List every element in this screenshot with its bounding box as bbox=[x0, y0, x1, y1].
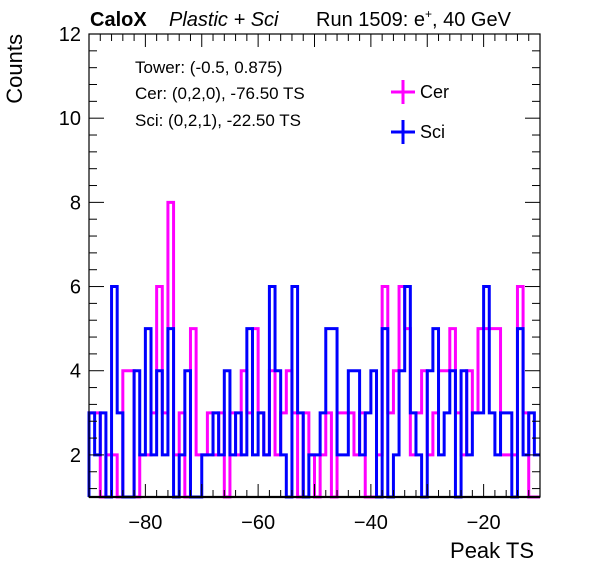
y-tick-label: 4 bbox=[70, 361, 81, 383]
series-sci bbox=[87, 285, 540, 499]
legend-label: Sci bbox=[420, 122, 445, 142]
run-label: Run 1509: e+, 40 GeV bbox=[316, 7, 512, 31]
y-tick-label: 12 bbox=[59, 24, 81, 46]
x-tick-label: −60 bbox=[241, 512, 275, 534]
y-tick-label: 2 bbox=[70, 445, 81, 467]
histogram-sci bbox=[87, 285, 540, 499]
legend-label: Cer bbox=[420, 82, 449, 102]
x-tick-label: −40 bbox=[354, 512, 388, 534]
x-axis-label: Peak TS bbox=[450, 538, 534, 563]
legend-item-sci: Sci bbox=[391, 120, 445, 144]
run-prefix: Run 1509: e bbox=[316, 9, 425, 31]
run-suffix: , 40 GeV bbox=[432, 9, 512, 31]
cer-info: Cer: (0,2,0), -76.50 TS bbox=[135, 84, 305, 103]
legend-item-cer: Cer bbox=[391, 80, 449, 104]
y-axis-label: Counts bbox=[2, 34, 27, 104]
y-tick-label: 8 bbox=[70, 192, 81, 214]
frame-layer: −80 −60 −40 −20 2 4 6 8 10 12 bbox=[59, 24, 541, 534]
run-superscript: + bbox=[425, 7, 432, 21]
legend: Cer Sci bbox=[391, 80, 449, 144]
y-tick-label: 6 bbox=[70, 277, 81, 299]
x-tick-label: −20 bbox=[467, 512, 501, 534]
config-label: Plastic + Sci bbox=[169, 9, 279, 31]
tower-info: Tower: (-0.5, 0.875) bbox=[135, 58, 282, 77]
x-tick-label: −80 bbox=[128, 512, 162, 534]
y-tick-label: 10 bbox=[59, 108, 81, 130]
brand-label: CaloX bbox=[90, 9, 147, 31]
series-layer bbox=[87, 200, 540, 499]
sci-info: Sci: (0,2,1), -22.50 TS bbox=[135, 111, 301, 130]
